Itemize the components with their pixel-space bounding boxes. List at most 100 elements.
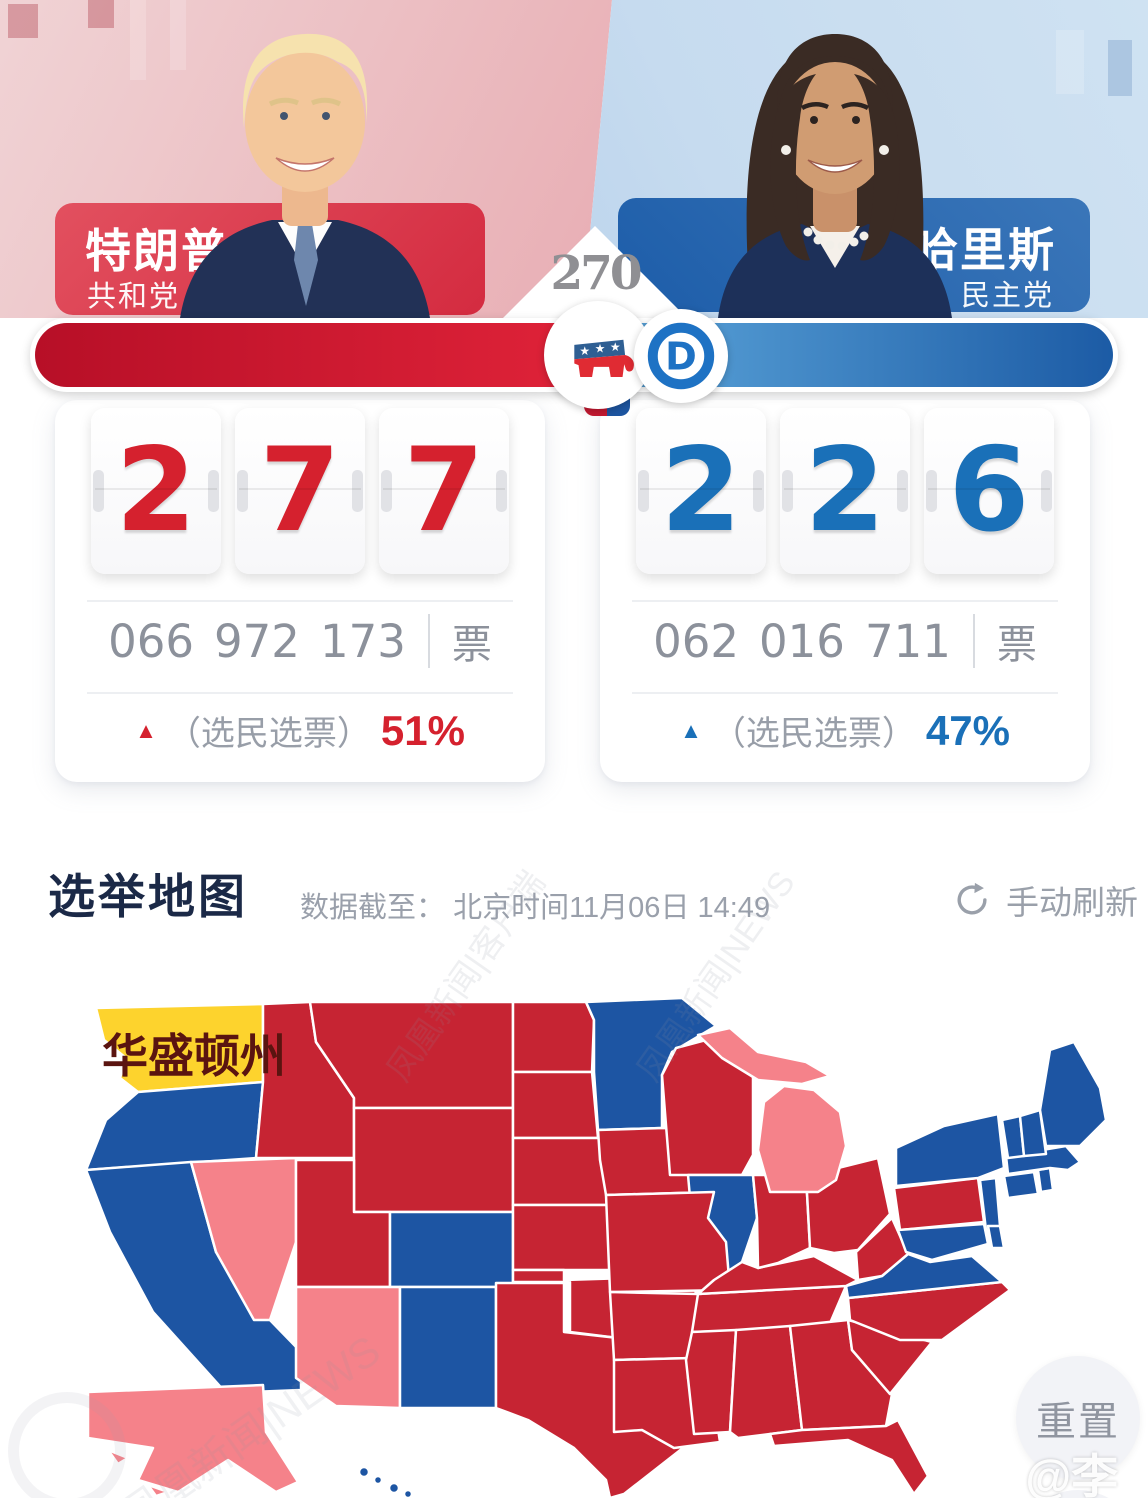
digit-value: 2 — [660, 423, 742, 558]
reset-label: 重置 — [1036, 1400, 1120, 1444]
democratic-badge: D — [634, 309, 728, 403]
svg-text:★: ★ — [579, 344, 590, 358]
republican-elephant-icon: ★ ★ ★ — [574, 339, 634, 377]
hidden-floating-button[interactable] — [1016, 1490, 1140, 1498]
whitehouse-window-decor — [1108, 40, 1132, 96]
digit-value: 2 — [115, 423, 197, 558]
svg-text:D: D — [665, 335, 697, 379]
threshold-value: 270 — [550, 246, 642, 301]
flip-digit: 2 — [636, 408, 766, 574]
refresh-icon — [957, 882, 987, 915]
digit-value: 7 — [259, 423, 341, 558]
vote-group: 016 — [759, 614, 845, 668]
weibo-watermark: @李锦泉 — [980, 1438, 1148, 1498]
map-state-MI[interactable] — [696, 1026, 832, 1086]
vote-unit: 票 — [996, 623, 1037, 667]
map-state-OR[interactable] — [84, 1080, 265, 1172]
vote-group: 062 — [653, 614, 740, 668]
harris-share-value: 47% — [925, 706, 1010, 754]
map-state-MO[interactable] — [604, 1190, 732, 1294]
weibo-username: @李锦泉 — [1025, 1450, 1119, 1498]
digit-value: 7 — [403, 423, 485, 558]
flip-digit: 2 — [780, 408, 910, 574]
flip-digit: 7 — [235, 408, 365, 574]
trump-party: 共和党 — [87, 281, 181, 313]
map-state-HI[interactable] — [402, 1488, 414, 1498]
trump-electoral-counter: 2 7 7 — [55, 408, 545, 574]
map-state-ME[interactable] — [1038, 1040, 1108, 1148]
asof-time: 北京时间11月06日 14:49 — [453, 892, 771, 924]
data-asof-text: 数据截至： 北京时间11月06日 14:49 — [300, 884, 770, 926]
map-state-WV[interactable] — [854, 1216, 910, 1282]
map-state-DE[interactable] — [986, 1224, 1006, 1250]
map-state-RI[interactable] — [1036, 1166, 1055, 1194]
candidates-banner: 特朗普 共和党 哈里斯 民主党 — [0, 0, 1148, 318]
map-state-CT[interactable] — [1002, 1170, 1040, 1200]
map-state-MD[interactable] — [896, 1222, 990, 1262]
map-state-CO[interactable] — [388, 1210, 515, 1289]
map-state-MI[interactable] — [756, 1084, 848, 1194]
map-state-NY[interactable] — [894, 1112, 1006, 1188]
vote-unit: 票 — [451, 623, 492, 667]
trump-popular-vote: 066 972 173 票 — [55, 612, 545, 670]
asof-label: 数据截至： — [300, 892, 446, 924]
map-state-MS[interactable] — [684, 1328, 738, 1436]
trump-portrait — [180, 33, 430, 318]
digit-value: 6 — [948, 423, 1030, 558]
manual-refresh-button[interactable]: 手动刷新 — [954, 876, 1142, 924]
map-state-FL[interactable] — [768, 1418, 930, 1496]
weibo-icon — [1002, 1493, 1012, 1498]
map-state-WY[interactable] — [352, 1106, 515, 1214]
democratic-d-icon: D — [647, 322, 715, 390]
trump-share-row: ▲ （选民选票） 51% — [55, 706, 545, 755]
selected-state-label: 华盛顿州 — [102, 1030, 286, 1082]
share-label: （选民选票） — [711, 715, 916, 753]
map-state-HI[interactable] — [357, 1465, 371, 1479]
flip-digit: 7 — [379, 408, 509, 574]
map-state-AZ[interactable] — [294, 1285, 402, 1410]
svg-text:★: ★ — [610, 340, 621, 354]
divider — [87, 600, 513, 602]
harris-portrait — [718, 34, 952, 318]
divider — [87, 692, 513, 694]
trump-bar-segment — [35, 323, 591, 387]
flip-digit: 6 — [924, 408, 1054, 574]
harris-electoral-counter: 2 2 6 — [600, 408, 1090, 574]
map-state-NM[interactable] — [398, 1285, 498, 1410]
map-state-NH[interactable] — [1018, 1108, 1048, 1158]
map-state-AK[interactable] — [86, 1383, 300, 1494]
vote-unit-divider — [972, 614, 975, 668]
divider — [632, 600, 1058, 602]
harris-name: 哈里斯 — [912, 224, 1056, 276]
reset-button[interactable]: 重置 — [1016, 1356, 1140, 1480]
divider — [632, 692, 1058, 694]
digit-value: 2 — [804, 423, 886, 558]
harris-party: 民主党 — [960, 280, 1054, 312]
up-triangle-icon: ▲ — [680, 717, 702, 743]
share-label: （选民选票） — [166, 715, 371, 753]
whitehouse-window-decor — [88, 0, 114, 28]
map-state-AK[interactable] — [146, 1483, 170, 1498]
trump-share-value: 51% — [380, 706, 465, 754]
map-state-SD[interactable] — [511, 1070, 600, 1140]
map-state-HI[interactable] — [387, 1481, 401, 1495]
whitehouse-column-decor — [130, 0, 146, 80]
map-section-title: 选举地图 — [48, 870, 248, 923]
map-state-ND[interactable] — [511, 1000, 596, 1074]
map-state-AK[interactable] — [106, 1448, 130, 1466]
map-state-MN[interactable] — [584, 996, 718, 1132]
harris-score-card: 2 2 6 062 016 711 票 — [600, 400, 1090, 782]
us-election-map: 华盛顿州 — [84, 996, 1108, 1498]
vote-group: 972 — [214, 614, 300, 668]
up-triangle-icon: ▲ — [135, 717, 157, 743]
whitehouse-column-decor — [170, 0, 186, 70]
vote-unit-divider — [427, 614, 430, 668]
vote-group: 173 — [319, 614, 406, 668]
harris-popular-vote: 062 016 711 票 — [600, 612, 1090, 670]
map-state-HI[interactable] — [372, 1474, 384, 1486]
map-state-AR[interactable] — [608, 1290, 700, 1362]
map-state-KY[interactable] — [696, 1254, 860, 1296]
flip-digit: 2 — [91, 408, 221, 574]
vote-group: 711 — [864, 614, 951, 668]
